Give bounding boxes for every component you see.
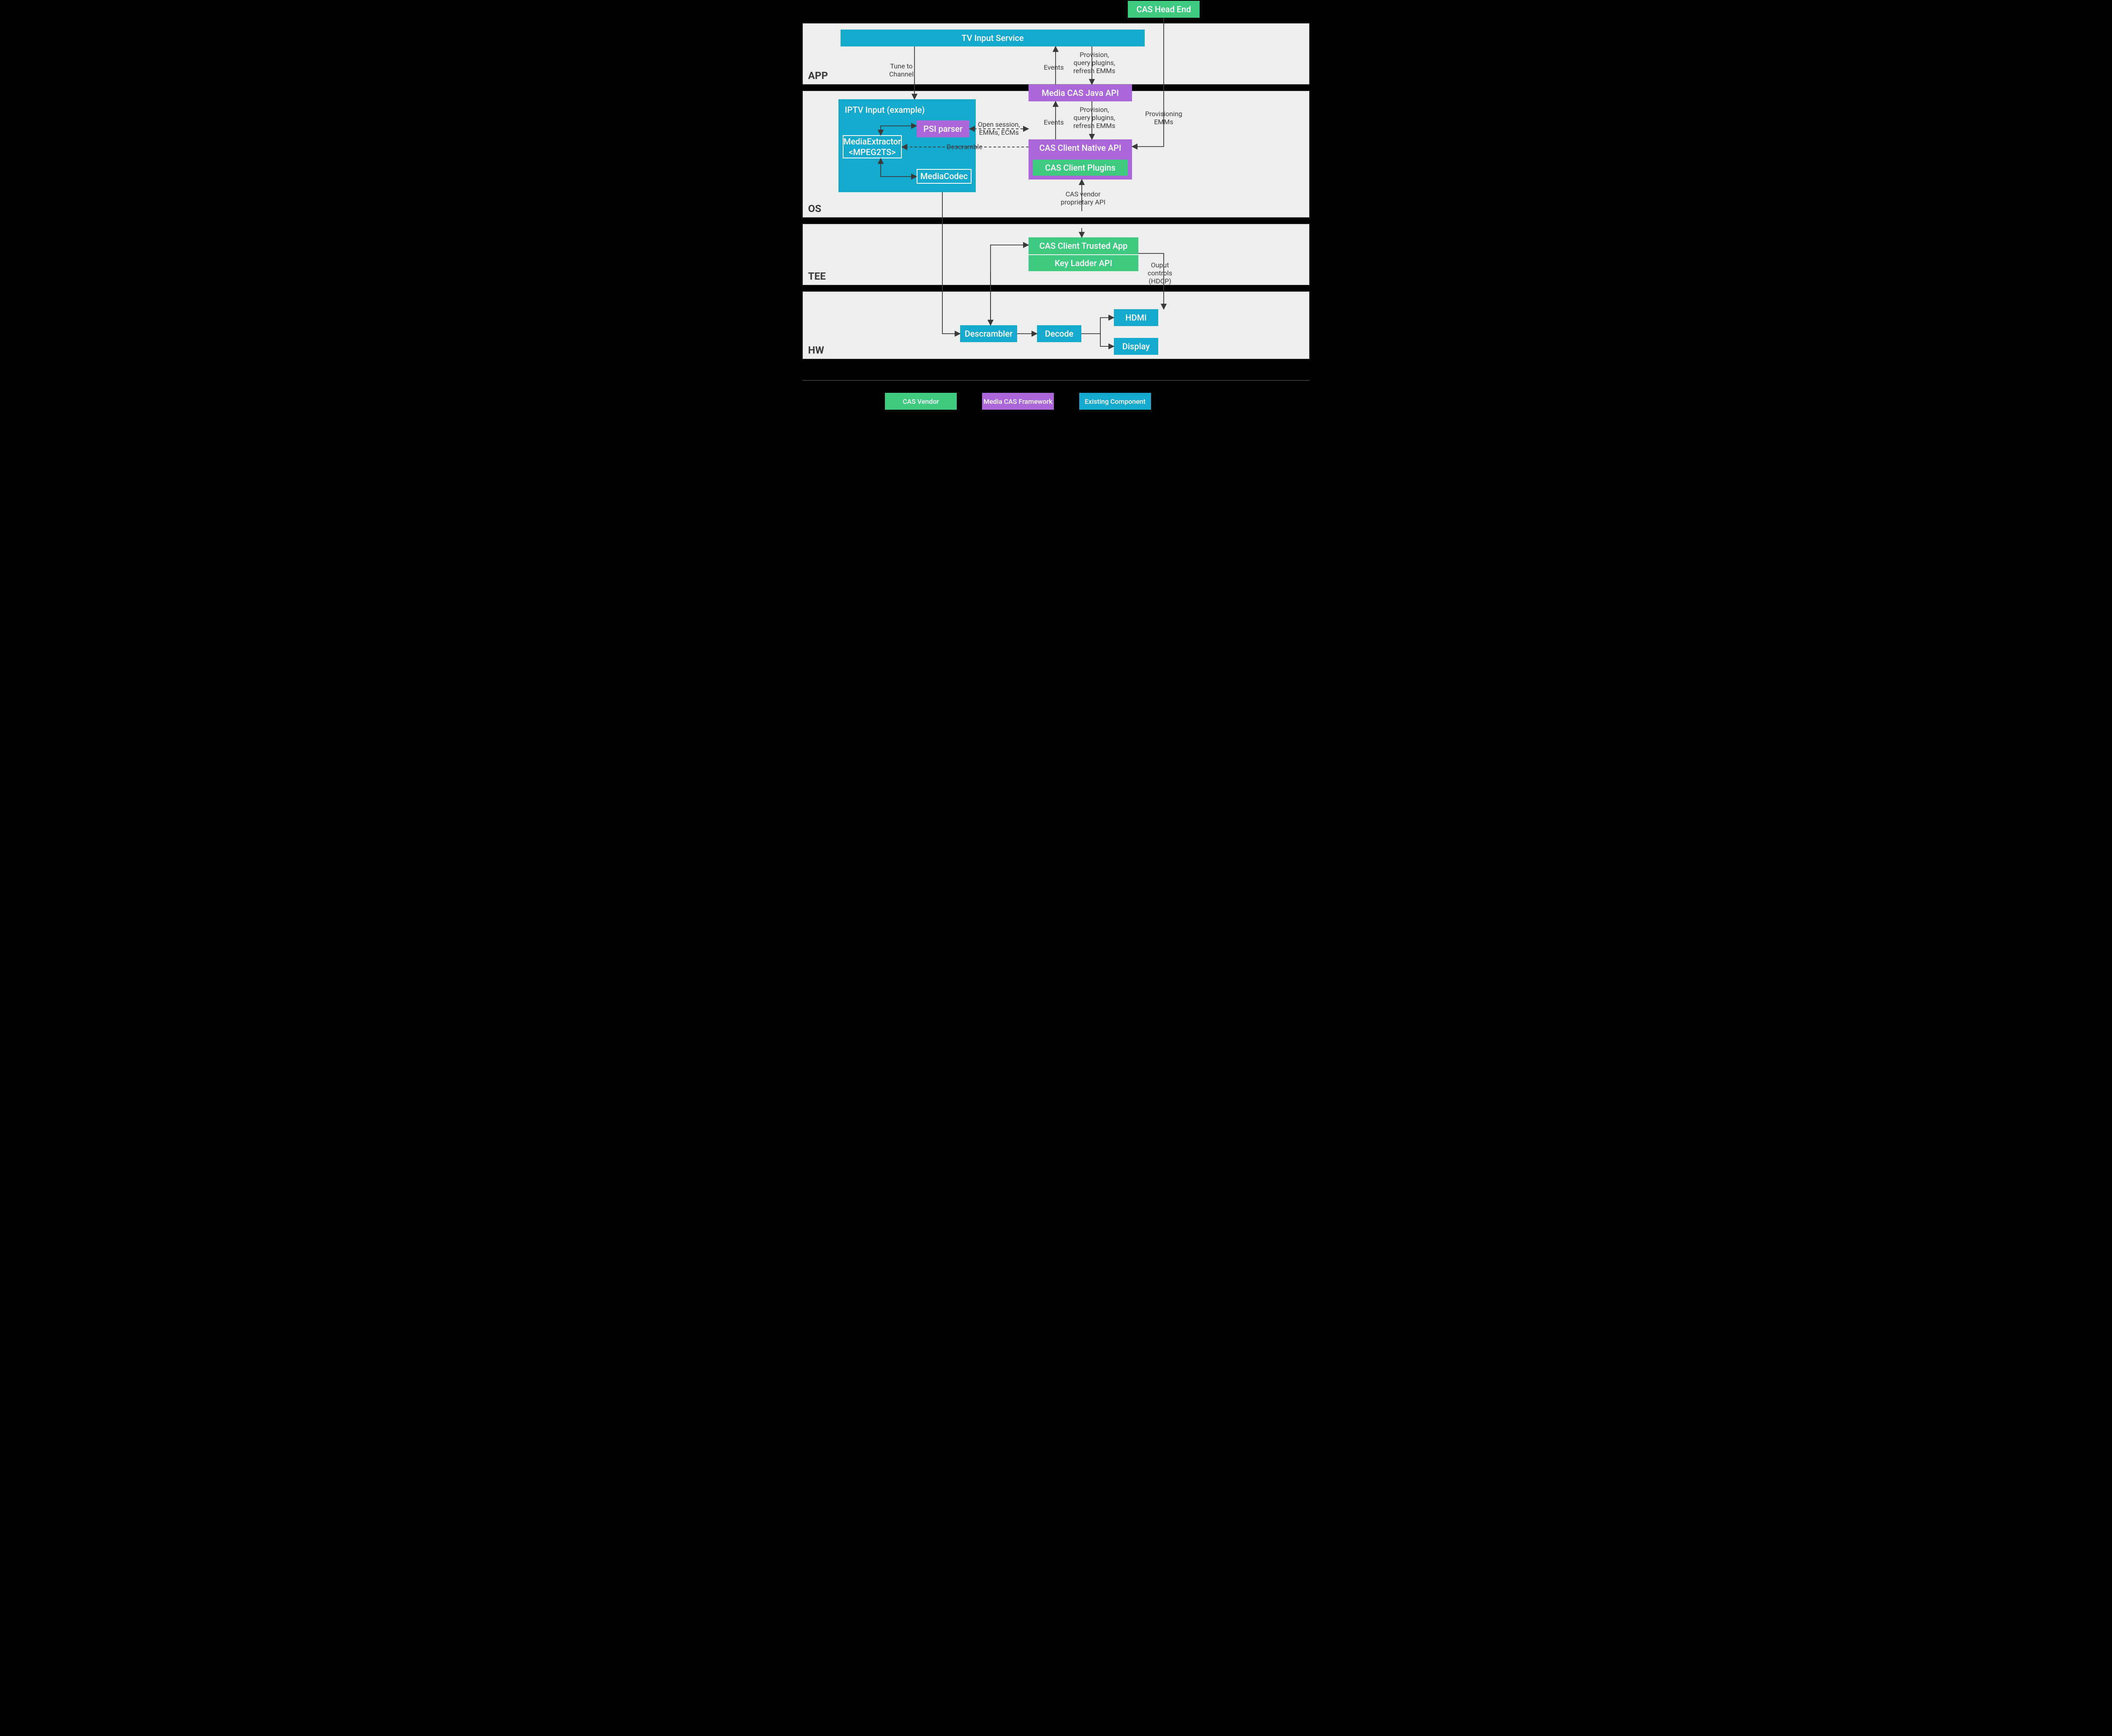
node-cas-head-end: CAS Head End	[1128, 1, 1200, 18]
edge-label-events-2: Events	[1044, 118, 1064, 126]
node-decode: Decode	[1037, 325, 1081, 342]
layer-hw-label: HW	[808, 344, 824, 356]
node-media-cas-java-api: Media CAS Java API	[1029, 84, 1132, 101]
legend-media-cas-framework: Media CAS Framework	[982, 393, 1054, 410]
layer-tee-label: TEE	[808, 270, 826, 282]
edge-label-provision-2: Provision, query plugins, refresh EMMs	[1073, 106, 1115, 130]
legend-divider	[803, 380, 1309, 381]
edge-label-descramble: Descramble	[947, 143, 983, 151]
node-cas-client-trusted-app: CAS Client Trusted App	[1029, 237, 1138, 254]
node-media-codec: MediaCodec	[917, 169, 972, 184]
node-media-extractor: MediaExtractor <MPEG2TS>	[843, 135, 902, 158]
node-display: Display	[1114, 338, 1158, 355]
node-cas-client-native-api: CAS Client Native API	[1029, 139, 1132, 156]
edge-label-provision-1: Provision, query plugins, refresh EMMs	[1073, 51, 1115, 75]
edge-label-tune: Tune to Channel	[889, 62, 914, 78]
edge-label-output-controls: Ouput controls (HDCP)	[1148, 261, 1172, 286]
node-iptv-input-title: IPTV Input (example)	[845, 105, 925, 115]
edge-label-events-1: Events	[1044, 63, 1064, 71]
node-cas-client-plugins: CAS Client Plugins	[1033, 160, 1128, 176]
node-psi-parser: PSI parser	[917, 120, 969, 137]
legend-cas-vendor: CAS Vendor	[885, 393, 957, 410]
node-descrambler: Descrambler	[960, 325, 1017, 342]
legend-existing-component: Existing Component	[1079, 393, 1151, 410]
node-tv-input-service: TV Input Service	[841, 30, 1145, 46]
layer-app-label: APP	[808, 70, 828, 82]
layer-tee	[803, 224, 1309, 285]
layer-os-label: OS	[808, 203, 821, 215]
edge-label-open-session: Open session, EMMs, ECMs	[978, 120, 1020, 136]
legend: CAS Vendor Media CAS Framework Existing …	[885, 393, 1151, 410]
diagram-canvas: APP OS TEE HW CAS Head End TV Input Serv…	[800, 0, 1312, 422]
node-hdmi: HDMI	[1114, 309, 1158, 326]
edge-label-provisioning-emms: Provisioning EMMs	[1145, 110, 1182, 126]
node-key-ladder-api: Key Ladder API	[1029, 255, 1138, 271]
edge-label-vendor-api: CAS vendor proprietary API	[1061, 190, 1105, 206]
